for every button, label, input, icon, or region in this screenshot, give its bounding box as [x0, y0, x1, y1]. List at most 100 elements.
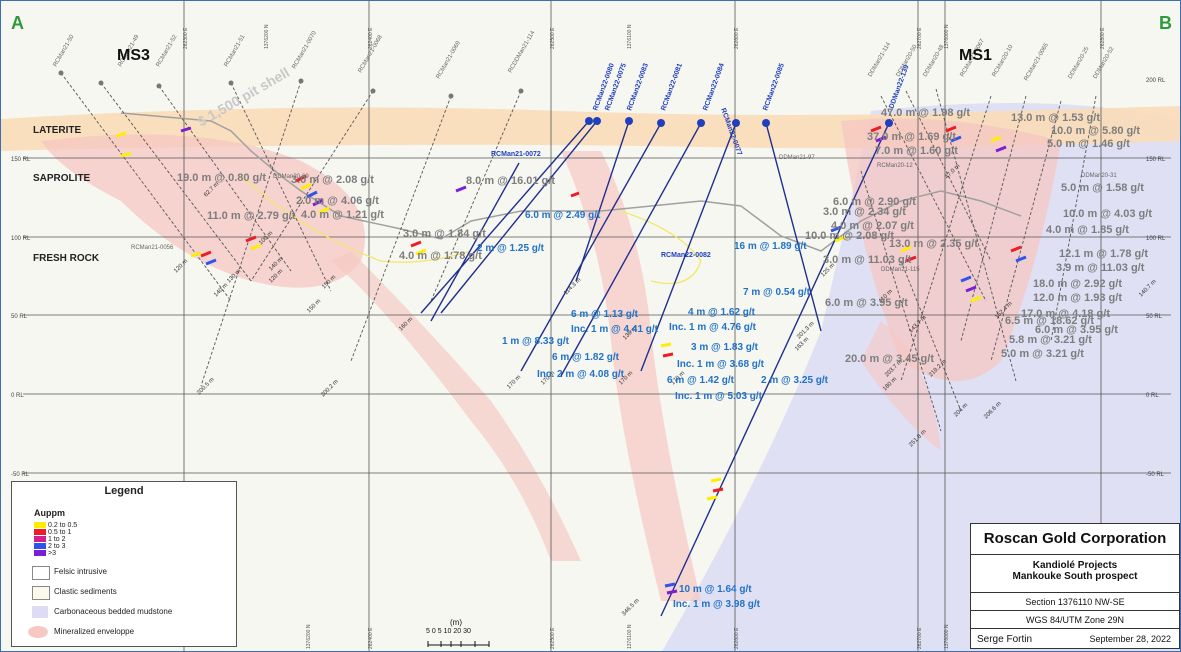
- new-intercept-label: 6.0 m @ 2.49 g/t: [525, 210, 601, 221]
- historic-collars: [58, 70, 524, 99]
- title-author: Serge Fortin: [977, 634, 1033, 645]
- mineralized-envelope-central: [561, 151, 701, 601]
- depth-label: 346.5 m: [621, 598, 641, 618]
- historic-intercept-label: 18.0 m @ 2.92 g/t: [1033, 278, 1122, 290]
- zone-label-ms3: MS3: [117, 47, 150, 64]
- new-intercept-label: 7 m @ 0.54 g/t: [743, 287, 811, 298]
- grid-label-top: 262800 E: [1100, 27, 1106, 49]
- historic-intercept-label: 3.0 m @ 1.84 g/t: [403, 228, 486, 240]
- grid-label-top: 1376000 N: [944, 24, 950, 49]
- historic-intercept-label: 6.0 m @ 3.95 g/t: [1035, 324, 1118, 336]
- historic-hole-label: DDMan20-52: [1093, 46, 1116, 80]
- historic-hole-label: RCMan21-0070: [292, 30, 319, 70]
- depth-label: 170 m: [506, 374, 522, 390]
- historic-intercept-label: 20.0 m @ 3.45 g/t: [845, 353, 934, 365]
- historic-hole-label: RCMan21-52: [156, 34, 179, 68]
- grid-label-top: 262500 E: [550, 27, 556, 49]
- legend-label-mudstone: Carbonaceous bedded mudstone: [54, 607, 173, 616]
- scale-tick: 30: [463, 628, 471, 635]
- legend-swatch-envelope: [28, 626, 48, 638]
- historic-hole-label: RCMan20-12: [877, 163, 913, 169]
- new-collars: [585, 117, 893, 127]
- legend-swatch-grade-3: [34, 536, 46, 542]
- depth-label: 150 m: [306, 298, 322, 314]
- historic-hole-label: DDMan20-69: [273, 174, 309, 180]
- rl-label-right: -50 RL: [1146, 472, 1165, 478]
- new-intercept-label: Inc. 1 m @ 5.03 g/t: [675, 391, 763, 402]
- title-date: September 28, 2022: [1089, 634, 1171, 644]
- rl-label-left: -50 RL: [11, 472, 30, 478]
- rl-label-right: 200 RL: [1146, 78, 1166, 84]
- rl-label-right: 50 RL: [1146, 314, 1163, 320]
- rl-label-left: 150 RL: [11, 157, 31, 163]
- new-hole-label: RCMan22-0083: [626, 62, 650, 111]
- grid-label-top: 1376200 N: [264, 24, 270, 49]
- new-intercept-label: 6 m @ 1.42 g/t: [667, 375, 735, 386]
- felsic-contact-b: [620, 210, 702, 285]
- new-intercept-label: 4 m @ 1.62 g/t: [688, 307, 756, 318]
- new-intercept-label: Inc. 1 m @ 4.41 g/t: [571, 324, 659, 335]
- historic-hole-label: RCDDMan21-114: [508, 30, 537, 74]
- legend-swatch-grade-5: [34, 550, 46, 556]
- legend-label-envelope: Mineralized enveloppe: [54, 627, 135, 636]
- grid-label-top: 262300 E: [183, 27, 189, 49]
- new-hole-label: RCMan22-0085: [762, 62, 786, 111]
- historic-intercept-label: 10.0 m @ 5.80 g/t: [1051, 125, 1140, 137]
- historic-intercept-label: 6.5 m @ 18.62 g/t: [1005, 315, 1094, 327]
- new-hole-label: RCMan21-0072: [491, 151, 541, 158]
- historic-intercept-label: 13.0 m @ 2.35 g/t: [889, 238, 978, 250]
- new-intercept-label: 1 m @ 8.33 g/t: [502, 336, 570, 347]
- historic-intercept-label: 5.0 m @ 1.58 g/t: [1061, 182, 1144, 194]
- historic-hole-label: RCMan20-10: [992, 44, 1015, 78]
- rl-label-left: 0 RL: [11, 393, 24, 399]
- rl-label-right: 100 RL: [1146, 236, 1166, 242]
- grid-label-bottom: 1376000 N: [944, 624, 950, 649]
- historic-intercept-label: 4.0 m @ 1.85 g/t: [1046, 224, 1129, 236]
- legend-swatch-mudstone: [32, 606, 48, 618]
- historic-intercept-label: 10.0 m @ 2.08 g/t: [805, 230, 894, 242]
- mineralized-envelope-ms1-lower: [861, 321, 941, 451]
- depth-label: 163 m: [794, 336, 810, 352]
- historic-intercept-label: 12.0 m @ 1.93 g/t: [1033, 292, 1122, 304]
- historic-intercept-label: 37.0 m @ 1.69 g/t: [867, 131, 956, 143]
- historic-intercept-label: 4.0 m @ 2.07 g/t: [831, 220, 914, 232]
- legend-grade-label-2: 0.5 to 1: [48, 529, 72, 536]
- assay-ticks: [115, 125, 1027, 595]
- historic-intercept-label: 5.0 m @ 1.46 g/t: [1047, 138, 1130, 150]
- historic-intercept-label: 8.0 m @ 16.01 g/t: [466, 175, 555, 187]
- rl-label-left: 100 RL: [11, 236, 31, 242]
- historic-intercept-label: 3.9 m @ 11.03 g/t: [1056, 262, 1145, 274]
- title-prospect: Mankouke South prospect: [1012, 571, 1138, 582]
- grid-label-bottom: 262400 E: [368, 627, 374, 649]
- historic-intercept-label: 3.0 m @ 2.08 g/t: [291, 174, 374, 186]
- layer-label-saprolite: SAPROLITE: [33, 173, 91, 184]
- scale-label: (m) 5 0 5 10 20 30: [426, 618, 486, 635]
- title-block: Roscan Gold Corporation Kandiolé Project…: [970, 523, 1180, 649]
- mineralized-envelope-ms3: [41, 134, 365, 288]
- legend-swatch-felsic: [32, 566, 50, 580]
- grid-label-bottom: 1376200 N: [306, 624, 312, 649]
- scale-tick: 10: [443, 628, 452, 635]
- new-intercept-label: 6 m @ 1.13 g/t: [571, 309, 639, 320]
- mineralized-envelope-west: [331, 251, 581, 561]
- new-intercept-label: 2 m @ 1.25 g/t: [477, 243, 545, 254]
- legend-grade-label-4: 2 to 3: [48, 543, 66, 550]
- historic-intercept-label: 19.0 m @ 0.80 g/t: [177, 172, 266, 184]
- depth-label: 120 m: [173, 258, 189, 274]
- title-project-box: Kandiolé Projects Mankouke South prospec…: [971, 554, 1179, 593]
- new-intercept-label: 16 m @ 1.89 g/t: [734, 241, 807, 252]
- depth-label: 200.2 m: [320, 379, 340, 399]
- new-intercept-label: Inc. 2 m @ 4.08 g/t: [537, 369, 625, 380]
- legend-swatch-clastic: [32, 586, 50, 600]
- new-intercept-label: 3 m @ 1.83 g/t: [691, 342, 759, 353]
- historic-intercept-label: 3.0 m @ 11.03 g/t: [823, 254, 912, 266]
- historic-drill-traces: [60, 72, 1097, 432]
- historic-hole-label: DDMan20-25: [1068, 46, 1091, 80]
- corner-label-a: A: [11, 13, 24, 33]
- title-project: Kandiolé Projects: [1032, 560, 1118, 571]
- new-hole-label: RCMan22-0082: [661, 252, 711, 259]
- historic-intercept-label: 2.0 m @ 4.06 g/t: [296, 195, 379, 207]
- legend-grade-label-3: 1 to 2: [48, 536, 66, 543]
